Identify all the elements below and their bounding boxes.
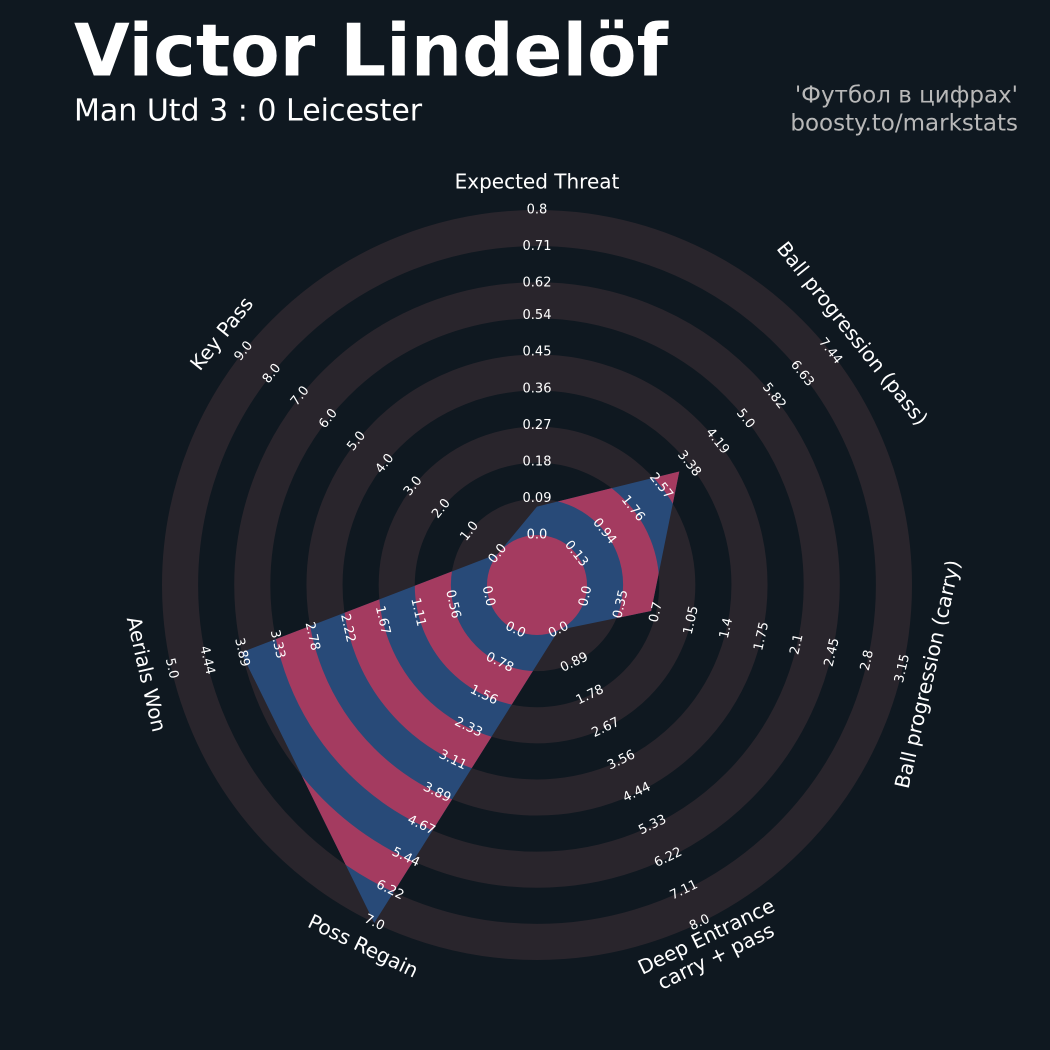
tick-label: 1.4 [717,617,736,641]
tick-label: 0.56 [442,588,463,620]
ring [234,282,840,888]
tick-label: 0.35 [610,588,631,620]
tick-label: 4.44 [196,645,217,677]
rings [161,209,913,961]
tick-label: 1.11 [407,596,428,628]
tick-label: 0.0 [479,584,498,608]
tick-label: 0.0 [576,584,595,608]
chart-subtitle: Man Utd 3 : 0 Leicester [74,94,423,129]
tick-label: 3.89 [231,637,252,669]
ring [306,354,768,816]
tick-label: 0.71 [523,239,552,254]
credit: boosty.to/markstats [790,111,1018,137]
tick-label: 5.0 [162,657,181,681]
tick-label: 0.18 [523,454,552,469]
tick-label: 1.05 [681,604,702,636]
chart-title: Victor Lindelöf [74,9,669,93]
polygon-stripe [487,535,587,635]
tick-label: 3.15 [892,653,913,685]
tick-label: 0.27 [523,418,552,433]
tick-label: 0.09 [523,491,552,506]
tick-label: 0.45 [523,345,552,360]
tick-label: 1.67 [372,604,393,636]
credit: 'Футбол в цифрах' [795,83,1018,109]
tick-label: 3.33 [267,629,288,661]
tick-label: 0.8 [527,203,548,218]
ring [378,426,696,744]
tick-label: 1.75 [751,621,772,653]
tick-label: 2.8 [858,649,877,673]
tick-label: 0.36 [523,381,552,396]
tick-label: 0.54 [523,308,552,323]
tick-label: 0.7 [647,600,666,624]
param-label: Expected Threat [455,170,620,194]
tick-label: 0.0 [527,528,548,543]
ring [161,209,913,961]
tick-label: 2.22 [337,612,358,644]
tick-label: 2.78 [302,621,323,653]
tick-label: 0.62 [523,276,552,291]
tick-label: 2.45 [822,637,843,669]
tick-label: 2.1 [787,633,806,657]
